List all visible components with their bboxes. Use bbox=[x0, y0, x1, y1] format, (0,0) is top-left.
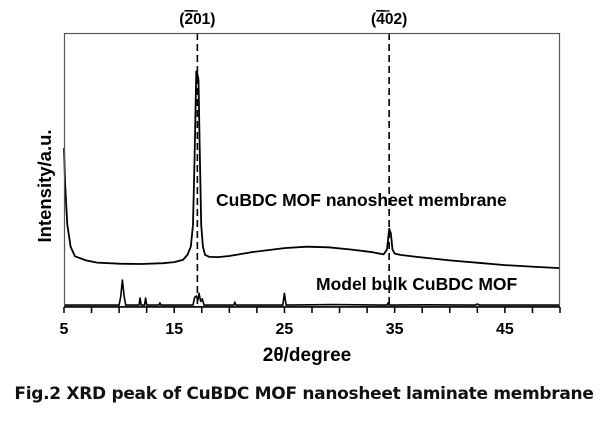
annotation-bulk: Model bulk CuBDC MOF bbox=[316, 274, 518, 294]
x-axis-ticks bbox=[63, 307, 561, 313]
series-line-bulk bbox=[64, 279, 560, 306]
reference-line-label: (201) bbox=[179, 11, 215, 28]
reference-lines bbox=[196, 33, 390, 307]
x-tick-label: 5 bbox=[60, 321, 69, 338]
figure-caption: Fig.2 XRD peak of CuBDC MOF nanosheet la… bbox=[14, 384, 594, 404]
x-tick-label: 35 bbox=[386, 321, 404, 338]
reference-line-labels: (201) (402) bbox=[179, 10, 407, 28]
overbar-digit: 2 bbox=[184, 11, 193, 28]
plot-frame bbox=[63, 32, 561, 308]
xrd-chart: 5 15 25 35 45 (201) (402) CuBDC MOF nanosheet… bbox=[34, 10, 561, 366]
x-axis-label: 2θ/degree bbox=[263, 345, 351, 366]
x-tick-label: 15 bbox=[165, 321, 183, 338]
overbar-digit: 4 bbox=[376, 11, 385, 28]
x-tick-labels: 5 15 25 35 45 bbox=[60, 321, 514, 338]
x-tick-label: 25 bbox=[276, 321, 294, 338]
x-tick-label: 45 bbox=[496, 321, 514, 338]
y-axis-label: Intensity/a.u. bbox=[34, 129, 55, 242]
annotation-membrane: CuBDC MOF nanosheet membrane bbox=[216, 190, 507, 210]
series-lines bbox=[63, 70, 561, 306]
reference-line-label: (402) bbox=[371, 11, 407, 28]
series-line-membrane bbox=[63, 70, 561, 269]
